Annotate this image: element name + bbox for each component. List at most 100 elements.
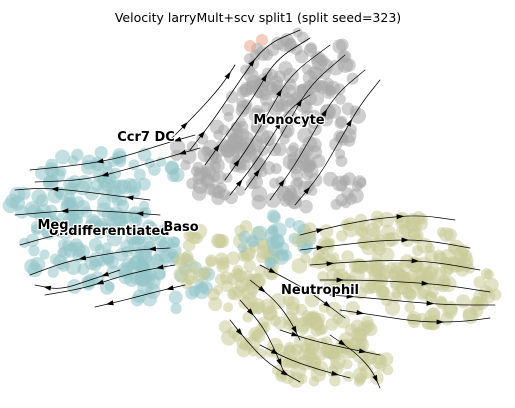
stream-arrowhead: [426, 300, 435, 306]
cell-point: [306, 356, 322, 372]
cell-point: [375, 285, 391, 301]
cell-point: [293, 147, 310, 164]
velocity-streamline: [224, 44, 331, 181]
cell-point: [341, 102, 355, 116]
cell-point: [106, 189, 120, 203]
stream-arrowhead: [291, 331, 299, 337]
cell-point: [46, 215, 59, 229]
cell-point: [180, 252, 191, 263]
cell-point: [235, 103, 250, 118]
cell-point: [126, 178, 142, 194]
cell-point: [254, 265, 267, 277]
cluster-label-undifferentiated: Undifferentiated: [48, 224, 169, 239]
stream-arrowhead: [291, 325, 297, 334]
cell-point: [330, 353, 346, 370]
stream-arrowhead: [372, 374, 378, 383]
cell-point: [331, 175, 348, 192]
cell-point: [248, 346, 259, 357]
cell-point: [239, 159, 251, 171]
cell-point: [159, 223, 171, 236]
cell-point: [361, 240, 377, 256]
stream-arrowhead: [50, 186, 59, 192]
stream-arrowhead: [336, 277, 345, 283]
cell-point: [484, 277, 499, 293]
cell-point: [225, 137, 239, 151]
cell-point: [395, 281, 409, 295]
cell-point: [156, 156, 167, 167]
cell-point: [342, 371, 354, 382]
cell-point: [271, 79, 284, 93]
cell-point: [31, 189, 47, 205]
cell-point: [453, 262, 464, 273]
cell-point: [270, 163, 282, 175]
cell-point: [170, 303, 182, 315]
velocity-streamline: [169, 64, 236, 141]
cell-point: [337, 134, 349, 146]
cell-scatter-layer: [2, 27, 502, 388]
stream-arrowhead: [253, 169, 260, 177]
cell-point: [291, 258, 308, 274]
stream-arrowhead: [321, 108, 328, 117]
cell-point: [230, 121, 243, 134]
stream-arrowhead: [258, 285, 266, 293]
cell-point: [88, 238, 103, 252]
cell-point: [94, 146, 108, 160]
cell-point: [114, 215, 127, 228]
cell-point: [385, 300, 401, 316]
cell-point: [111, 153, 123, 165]
stream-arrowhead: [148, 246, 156, 252]
stream-arrowhead: [198, 130, 206, 139]
cell-point: [319, 67, 331, 80]
cell-point: [208, 297, 223, 311]
cell-point: [350, 319, 365, 334]
cell-point: [436, 279, 450, 293]
cell-point: [209, 171, 221, 182]
stream-arrowhead: [421, 280, 430, 286]
cell-point: [45, 174, 59, 188]
cell-point: [283, 345, 299, 361]
stream-arrowhead: [165, 285, 174, 291]
cell-point: [102, 160, 113, 171]
cell-point: [489, 288, 502, 301]
cell-point: [240, 81, 254, 96]
cell-point: [282, 357, 294, 369]
cell-point: [341, 187, 354, 200]
velocity-streamline: [94, 284, 186, 308]
cell-point: [251, 194, 267, 210]
stream-arrowhead: [101, 271, 109, 277]
stream-arrowhead: [396, 214, 405, 220]
cell-point: [382, 232, 397, 248]
cell-point: [473, 276, 486, 289]
cluster-label-monocyte: Monocyte: [253, 113, 324, 128]
cell-point: [265, 192, 281, 208]
stream-arrowhead: [100, 171, 109, 177]
cell-point: [279, 134, 290, 145]
stream-arrowhead: [268, 267, 277, 274]
cell-point: [257, 238, 269, 250]
cell-point: [211, 191, 225, 205]
cell-point: [433, 252, 448, 266]
cell-point: [111, 179, 122, 190]
velocity-stream-layer: [14, 29, 496, 389]
cell-point: [300, 110, 315, 125]
cell-point: [63, 197, 76, 210]
cell-point: [270, 293, 287, 310]
cell-point: [223, 111, 234, 122]
cell-point: [44, 162, 59, 177]
cell-point: [305, 42, 317, 54]
stream-arrowhead: [224, 71, 231, 80]
cell-point: [128, 217, 141, 229]
stream-arrowhead: [346, 118, 353, 127]
cluster-label-layer: Monocyte Ccr7 DC Undifferentiated Meg Ba…: [36, 112, 360, 299]
cell-point: [357, 359, 369, 371]
cell-point: [226, 251, 240, 265]
cell-point: [252, 225, 268, 241]
cell-point: [290, 43, 303, 56]
cell-point: [356, 177, 367, 188]
stream-arrowhead: [358, 348, 367, 354]
cell-point: [426, 262, 440, 276]
velocity-streamline: [294, 79, 381, 206]
velocity-streamline: [259, 344, 351, 379]
cell-point: [434, 295, 447, 308]
